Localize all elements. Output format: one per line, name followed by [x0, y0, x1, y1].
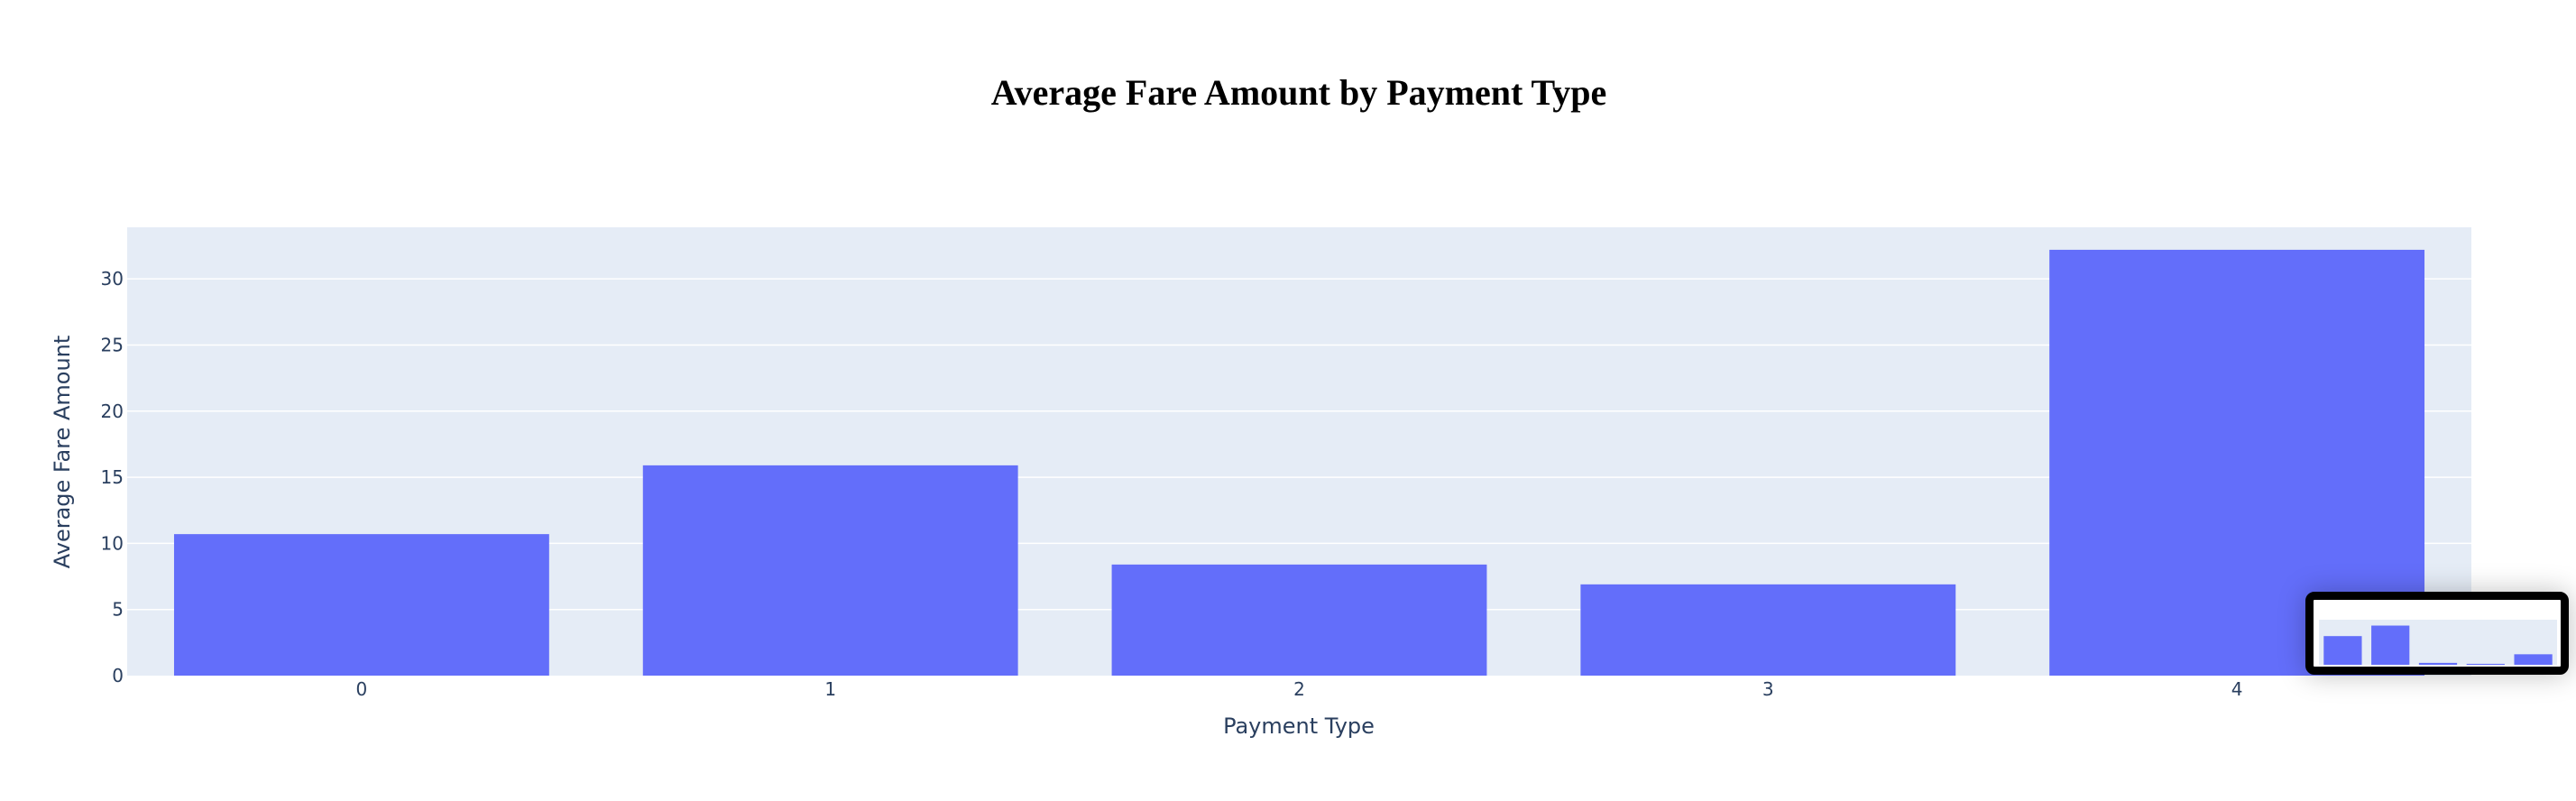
chart-thumbnail[interactable]	[2305, 592, 2569, 675]
y-axis-ticks: 0 5 10 15 20 25 30	[101, 268, 124, 686]
y-tick-label: 15	[101, 466, 124, 488]
thumbnail-bar	[2466, 663, 2505, 665]
y-tick-label: 20	[101, 400, 124, 422]
chart-title: Average Fare Amount by Payment Type	[991, 72, 1607, 113]
x-axis-ticks: 0 1 2 3 4	[356, 678, 2243, 700]
y-axis-title: Average Fare Amount	[50, 336, 75, 569]
y-tick-label: 10	[101, 532, 124, 554]
y-tick-label: 30	[101, 268, 124, 290]
bar-0[interactable]	[173, 534, 549, 676]
x-tick-label: 2	[1293, 678, 1305, 700]
bar-2[interactable]	[1111, 564, 1487, 676]
x-tick-label: 3	[1762, 678, 1774, 700]
thumbnail-bar	[2323, 636, 2362, 665]
y-tick-label: 25	[101, 334, 124, 355]
thumbnail-bar	[2371, 625, 2410, 665]
thumbnail-bar	[2514, 654, 2553, 665]
bar-3[interactable]	[1580, 584, 1956, 676]
x-tick-label: 1	[824, 678, 836, 700]
x-tick-label: 4	[2231, 678, 2243, 700]
bars	[173, 249, 2425, 676]
thumbnail-bar	[2418, 662, 2458, 665]
thumbnail-preview	[2319, 620, 2557, 665]
y-tick-label: 0	[112, 665, 124, 686]
y-tick-label: 5	[112, 599, 124, 621]
bar-1[interactable]	[642, 465, 1018, 676]
x-axis-title: Payment Type	[1223, 714, 1375, 739]
x-tick-label: 0	[356, 678, 368, 700]
